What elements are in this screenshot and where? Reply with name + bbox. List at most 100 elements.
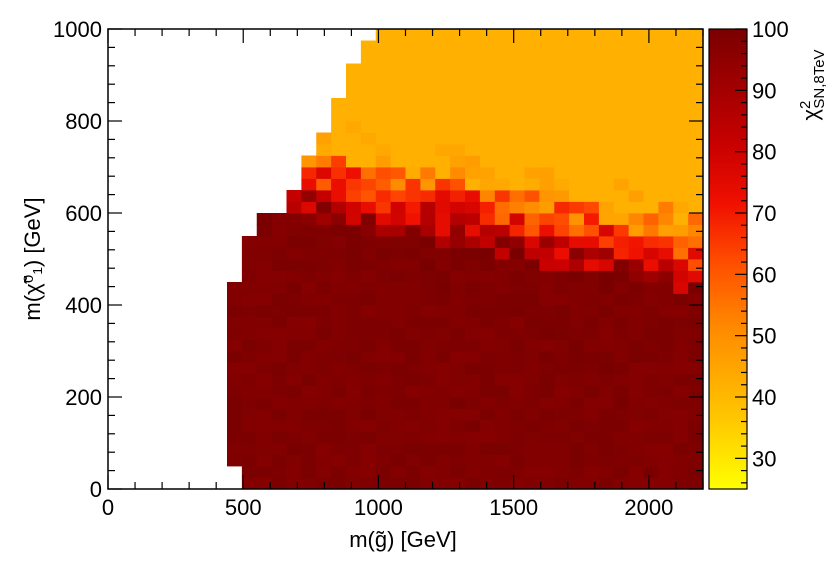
heatmap-cell — [360, 144, 377, 156]
heatmap-cell — [569, 259, 585, 271]
heatmap-cell — [524, 477, 540, 490]
heatmap-cell — [584, 213, 600, 225]
heatmap-cell — [331, 328, 347, 340]
heatmap-cell — [688, 466, 704, 478]
heatmap-cell — [524, 362, 540, 375]
heatmap-cell — [598, 190, 615, 202]
heatmap-cell — [405, 190, 421, 202]
color-bar-tick-label: 50 — [752, 324, 776, 349]
heatmap-cell — [554, 339, 570, 352]
heatmap-cell — [509, 374, 525, 386]
heatmap-cell — [494, 121, 511, 133]
heatmap-cell — [628, 201, 644, 214]
heatmap-cell — [301, 431, 317, 444]
heatmap-cell — [628, 40, 644, 53]
heatmap-cell — [673, 224, 689, 237]
heatmap-cell — [569, 224, 585, 237]
heatmap-cell — [435, 408, 451, 421]
heatmap-cell — [509, 420, 525, 432]
heatmap-cell — [465, 109, 481, 122]
heatmap-cell — [494, 40, 511, 53]
heatmap-cell — [450, 293, 466, 306]
heatmap-cell — [509, 408, 525, 421]
heatmap-cell — [271, 213, 287, 225]
heatmap-cell — [524, 431, 540, 444]
heatmap-cell — [390, 328, 406, 340]
heatmap-cell — [554, 351, 570, 363]
heatmap-cell — [360, 316, 377, 329]
heatmap-cell — [613, 293, 630, 306]
heatmap-cell — [613, 144, 630, 156]
heatmap-cell — [554, 167, 570, 179]
heatmap-cell — [494, 454, 511, 467]
heatmap-cell — [241, 477, 258, 490]
heatmap-cell — [435, 362, 451, 375]
heatmap-cell — [554, 420, 570, 432]
heatmap-cell — [465, 236, 481, 248]
heatmap-cell — [241, 316, 258, 329]
heatmap-cell — [569, 408, 585, 421]
heatmap-cell — [554, 29, 570, 41]
heatmap-cell — [435, 29, 451, 41]
heatmap-cell — [420, 247, 436, 260]
heatmap-cell — [628, 420, 644, 432]
heatmap-cell — [346, 270, 362, 283]
heatmap-cell — [494, 52, 511, 64]
heatmap-cell — [390, 63, 406, 76]
heatmap-cell — [479, 374, 496, 386]
heatmap-cell — [405, 144, 421, 156]
heatmap-cell — [584, 75, 600, 87]
heatmap-cell — [479, 293, 496, 306]
heatmap-cell — [271, 408, 287, 421]
heatmap-cell — [479, 408, 496, 421]
heatmap-cell — [509, 362, 525, 375]
heatmap-cell — [584, 121, 600, 133]
heatmap-cell — [286, 362, 302, 375]
heatmap-cell — [673, 351, 689, 363]
heatmap-cell — [286, 339, 302, 352]
heatmap-cell — [465, 305, 481, 317]
heatmap-cell — [524, 178, 540, 191]
heatmap-cell — [598, 431, 615, 444]
color-bar-tick-label: 80 — [752, 140, 776, 165]
heatmap-cell — [658, 259, 674, 271]
heatmap-cell — [628, 408, 644, 421]
heatmap-cell — [688, 132, 704, 145]
heatmap-cell — [331, 213, 347, 225]
heatmap-cell — [628, 75, 644, 87]
heatmap-cell — [479, 75, 496, 87]
heatmap-cell — [420, 477, 436, 490]
heatmap-cell — [673, 408, 689, 421]
heatmap-cell — [539, 98, 555, 110]
heatmap-cell — [539, 397, 555, 409]
heatmap-cell — [420, 339, 436, 352]
heatmap-cell — [346, 247, 362, 260]
heatmap-cell — [569, 443, 585, 455]
heatmap-cell — [346, 477, 362, 490]
heatmap-cell — [420, 121, 436, 133]
y-tick-label: 0 — [90, 477, 102, 502]
heatmap-cell — [584, 86, 600, 99]
heatmap-cell — [688, 420, 704, 432]
heatmap-cell — [465, 270, 481, 283]
heatmap-cell — [509, 178, 525, 191]
heatmap-cell — [658, 144, 674, 156]
heatmap-cell — [450, 305, 466, 317]
heatmap-cell — [584, 201, 600, 214]
heatmap-cell — [435, 98, 451, 110]
heatmap-cell — [628, 52, 644, 64]
heatmap-cell — [673, 305, 689, 317]
heatmap-cell — [346, 132, 362, 145]
heatmap-cell — [465, 259, 481, 271]
heatmap-cell — [509, 155, 525, 168]
heatmap-cell — [658, 454, 674, 467]
heatmap-cell — [613, 224, 630, 237]
heatmap-cell — [346, 201, 362, 214]
heatmap-cell — [405, 431, 421, 444]
heatmap-cell — [554, 316, 570, 329]
heatmap-cell — [331, 144, 347, 156]
heatmap-cell — [628, 155, 644, 168]
heatmap-cell — [331, 155, 347, 168]
heatmap-cell — [375, 305, 392, 317]
heatmap-cell — [375, 29, 392, 41]
